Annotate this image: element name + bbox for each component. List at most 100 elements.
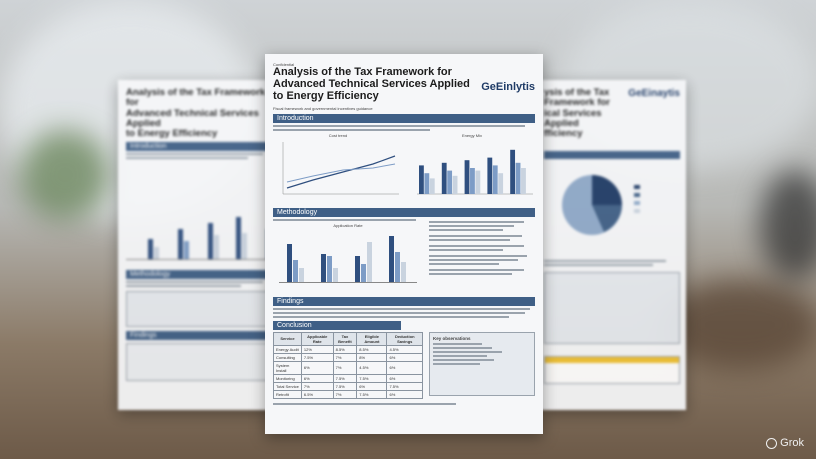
table-cell: 6.5% [300, 389, 334, 399]
method-chart-title: Application Rate [333, 222, 363, 228]
left-findings-table [126, 343, 270, 382]
watermark-text: Grok [780, 437, 804, 449]
main-title-line: Analysis of the Tax Framework for [273, 66, 452, 78]
table-cell: 6% [386, 389, 423, 399]
table-cell: 12% [300, 344, 334, 354]
right-pie-chart [562, 175, 640, 236]
table-cell: 7% [332, 352, 358, 362]
table-cell: Consulting [273, 352, 302, 362]
table-cell: Monitoring [273, 373, 302, 383]
left-section-method: Methodology [126, 270, 270, 280]
table-cell: 6% [300, 373, 334, 383]
tax-table: Service Applicable Rate Tax Benefit Elig… [273, 331, 423, 399]
table-header: Applicable Rate [300, 331, 334, 346]
energy-mix-bar [515, 162, 521, 194]
energy-mix-title: Energy Mix [461, 132, 482, 138]
table-row: Retrofit 6.5% 7% 7.5% 6% [273, 389, 423, 399]
table-header: Service [273, 331, 302, 346]
right-logo: GeEinaytis [628, 88, 680, 99]
energy-mix-bar [441, 162, 447, 194]
energy-mix-bar [475, 170, 481, 194]
left-title-line: Advanced Technical Services Applied [126, 107, 259, 129]
eyebrow-text: Confidential [273, 62, 295, 67]
table-cell: 4.5% [386, 344, 423, 354]
table-cell: 6% [300, 360, 334, 375]
right-section-bar [544, 151, 680, 160]
table-cell: 4.5% [356, 360, 388, 375]
line-chart-svg [282, 141, 399, 194]
left-document-page: Analysis of the Tax Framework for Advanc… [118, 80, 278, 410]
right-table [544, 356, 680, 385]
energy-mix-bar [447, 170, 453, 194]
table-row: Consulting 7.5% 7% 8% 6% [273, 352, 423, 362]
table-row: Energy Audit 12% 8.5% 8.5% 4.5% [273, 344, 423, 354]
line-chart: Cost trend [273, 133, 403, 205]
line-chart-title: Cost trend [328, 132, 348, 138]
energy-mix-bar [419, 165, 424, 194]
table-row: System Install 6% 7% 4.5% 6% [273, 360, 423, 375]
energy-mix-svg [417, 149, 533, 194]
right-title-line: ical Services Applied [544, 107, 602, 129]
table-cell: 6% [356, 381, 388, 391]
table-cell: Energy Audit [273, 344, 302, 354]
table-header: Tax Benefit [332, 331, 358, 346]
energy-mix-bar [470, 167, 475, 194]
table-cell: 8.5% [332, 344, 358, 354]
left-bar-chart [126, 189, 271, 261]
table-cell: 7.5% [300, 352, 334, 362]
table-cell: System Install [273, 360, 302, 375]
table-cell: 7.5% [332, 373, 358, 383]
method-bullets [429, 217, 535, 293]
table-cell: 6% [386, 352, 423, 362]
left-title: Analysis of the Tax Framework for Advanc… [126, 87, 270, 139]
table-cell: 7.5% [386, 381, 423, 391]
energy-mix-bar [424, 172, 430, 194]
background-monitor [760, 170, 816, 280]
table-cell: Retrofit [273, 389, 302, 399]
table-header: Deduction Savings [386, 331, 423, 346]
table-cell: 8% [356, 352, 388, 362]
table-row: Total Service 7% 7.5% 6% 7.5% [273, 381, 423, 391]
energy-mix-bar [429, 178, 435, 194]
energy-mix-bar [492, 165, 498, 194]
table-cell: 7% [332, 360, 358, 375]
main-subtitle: Fiscal framework and governmental incent… [273, 105, 373, 111]
section-methodology: Methodology [273, 207, 535, 217]
table-cell: 7% [300, 381, 334, 391]
energy-mix-bar [498, 172, 504, 194]
left-title-line: Analysis of the Tax Framework for [126, 87, 266, 109]
right-title-line: fficiency [544, 128, 583, 139]
left-table [126, 291, 270, 328]
section-findings: Findings [273, 296, 535, 306]
table-cell: 8.5% [356, 344, 388, 354]
grok-watermark: Grok [766, 437, 804, 449]
main-title-line: Advanced Technical Services Applied [273, 77, 470, 90]
right-info-box [544, 272, 680, 345]
key-points-title: Key observations [433, 335, 471, 341]
grok-logo-icon [766, 437, 778, 449]
table-cell: 6% [386, 360, 423, 375]
left-section-intro: Introduction [126, 142, 270, 152]
table-cell: 7.5% [332, 381, 358, 391]
main-title: Analysis of the Tax Framework for Advanc… [273, 66, 470, 103]
right-title: ysis of the Tax Framework for ical Servi… [544, 87, 628, 139]
right-document-page: ysis of the Tax Framework for ical Servi… [540, 80, 686, 410]
energy-mix-chart: Energy Mix [409, 133, 535, 205]
background-plant [20, 130, 110, 220]
table-header-row: Service Applicable Rate Tax Benefit Elig… [273, 331, 423, 346]
energy-mix-bar [452, 175, 458, 194]
energy-mix-bar [510, 149, 516, 194]
method-chart: Application Rate [273, 217, 423, 293]
energy-mix-bar [464, 159, 470, 194]
table-cell: 7.5% [356, 373, 388, 383]
table-cell: 6% [386, 373, 423, 383]
main-logo: GeEinlytis [481, 81, 535, 93]
background-desk [660, 280, 816, 370]
section-introduction: Introduction [273, 113, 535, 123]
method-bars [279, 230, 417, 283]
key-points-box: Key observations [429, 331, 535, 396]
table-cell: 7% [332, 389, 358, 399]
table-row: Monitoring 6% 7.5% 7.5% 6% [273, 373, 423, 383]
table-cell: Total Service [273, 381, 302, 391]
energy-mix-bar [521, 167, 526, 194]
